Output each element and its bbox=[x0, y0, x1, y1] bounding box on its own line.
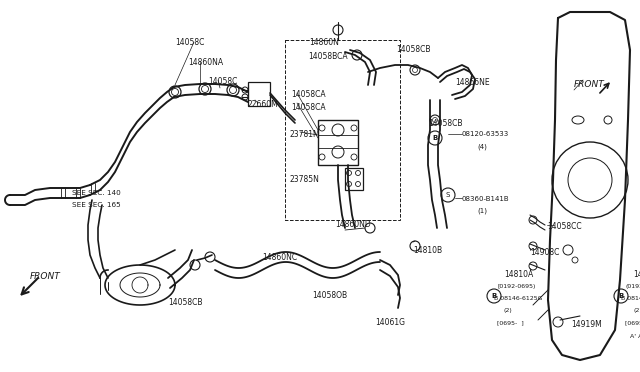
Text: 14860NA: 14860NA bbox=[188, 58, 223, 67]
Text: 08120-63533: 08120-63533 bbox=[462, 131, 509, 137]
Text: (2): (2) bbox=[633, 308, 640, 313]
Text: 14860N: 14860N bbox=[309, 38, 339, 47]
Text: 14058C: 14058C bbox=[175, 38, 204, 47]
Text: 14061G: 14061G bbox=[375, 318, 405, 327]
Text: [0695-  ]: [0695- ] bbox=[625, 320, 640, 325]
Text: B 08146-6125G: B 08146-6125G bbox=[494, 296, 543, 301]
Text: B 08146-6125G: B 08146-6125G bbox=[621, 296, 640, 301]
Text: 14058OB: 14058OB bbox=[312, 291, 347, 300]
Text: 14810A: 14810A bbox=[633, 270, 640, 279]
Text: 14058BCA: 14058BCA bbox=[308, 52, 348, 61]
Text: (0192-0695): (0192-0695) bbox=[625, 284, 640, 289]
Text: 14058CB: 14058CB bbox=[428, 119, 463, 128]
Text: FRONT: FRONT bbox=[30, 272, 61, 281]
Text: 14058CA: 14058CA bbox=[291, 103, 326, 112]
Text: (4): (4) bbox=[477, 143, 487, 150]
Text: 14860NC: 14860NC bbox=[262, 253, 297, 262]
Text: 14058CA: 14058CA bbox=[291, 90, 326, 99]
Bar bbox=[248, 82, 270, 106]
Text: 14058CB: 14058CB bbox=[396, 45, 431, 54]
Text: 14866NE: 14866NE bbox=[455, 78, 490, 87]
Text: 14908C: 14908C bbox=[530, 248, 559, 257]
Bar bbox=[318, 120, 358, 165]
Text: 23785N: 23785N bbox=[290, 175, 320, 184]
Text: B: B bbox=[433, 135, 438, 141]
Text: SEE SEC. 165: SEE SEC. 165 bbox=[72, 202, 121, 208]
Text: (1): (1) bbox=[477, 208, 487, 215]
Bar bbox=[345, 168, 363, 190]
Text: 14058C: 14058C bbox=[208, 77, 237, 86]
Text: 22660M: 22660M bbox=[247, 100, 278, 109]
Text: [0192-0695): [0192-0695) bbox=[497, 284, 536, 289]
Bar bbox=[285, 40, 400, 220]
Text: FRONT: FRONT bbox=[574, 80, 605, 89]
Text: 23781M: 23781M bbox=[290, 130, 321, 139]
Text: 14860ND: 14860ND bbox=[335, 220, 371, 229]
Text: [0695-  ]: [0695- ] bbox=[497, 320, 524, 325]
Text: 14810B: 14810B bbox=[413, 246, 442, 255]
Text: SEE SEC. 140: SEE SEC. 140 bbox=[72, 190, 121, 196]
Text: 14810A: 14810A bbox=[504, 270, 533, 279]
Text: 14058CB: 14058CB bbox=[168, 298, 202, 307]
Text: 08360-B141B: 08360-B141B bbox=[462, 196, 509, 202]
Text: B: B bbox=[492, 293, 497, 299]
Text: B: B bbox=[618, 293, 623, 299]
Text: A' A4 008: A' A4 008 bbox=[630, 334, 640, 339]
Text: 14058CC: 14058CC bbox=[547, 222, 582, 231]
Text: S: S bbox=[446, 192, 450, 198]
Text: (2): (2) bbox=[504, 308, 513, 313]
Text: 14919M: 14919M bbox=[571, 320, 602, 329]
